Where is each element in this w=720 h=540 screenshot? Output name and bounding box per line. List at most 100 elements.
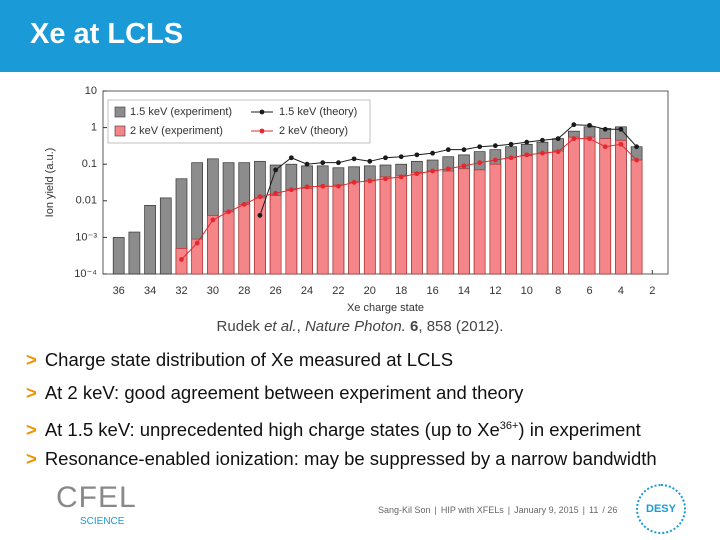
bullet-text: At 2 keV: good agreement between experim… bbox=[44, 382, 524, 403]
bar bbox=[159, 197, 172, 275]
x-tick-label: 2 bbox=[649, 285, 655, 297]
point bbox=[445, 147, 451, 153]
bullet-text: Resonance-enabled ionization: may be sup… bbox=[44, 448, 657, 469]
footer: Sang-Kil Son | HIP with XFELs | January 9, 2… bbox=[378, 505, 621, 515]
point bbox=[257, 194, 263, 200]
point bbox=[540, 150, 545, 156]
y-tick-label: 1 bbox=[91, 122, 97, 134]
footer-item: / 26 bbox=[602, 505, 618, 515]
bullet: > At 1.5 keV: unprecedented high charge s… bbox=[26, 414, 716, 447]
logo-sub: SCIENCE bbox=[80, 516, 125, 527]
bar bbox=[112, 237, 125, 275]
citation: Rudek et al., Nature Photon. 6, 858 (201… bbox=[0, 318, 720, 335]
point bbox=[304, 161, 310, 167]
point bbox=[445, 166, 451, 172]
point bbox=[540, 137, 545, 143]
point bbox=[555, 136, 561, 142]
point bbox=[618, 126, 624, 132]
legend-label: 2 keV (experiment) bbox=[130, 125, 223, 137]
x-tick-label: 24 bbox=[301, 285, 313, 297]
point bbox=[634, 157, 640, 163]
x-tick-label: 20 bbox=[364, 285, 376, 297]
bar bbox=[254, 197, 266, 275]
x-tick-label: 18 bbox=[395, 285, 407, 297]
footer-item: Sang-Kil Son bbox=[378, 505, 431, 515]
bar bbox=[238, 203, 251, 275]
bar bbox=[363, 180, 376, 275]
point bbox=[524, 139, 530, 145]
footer-item: | bbox=[507, 505, 511, 515]
line bbox=[181, 138, 637, 260]
footer-item: | bbox=[582, 505, 585, 515]
bar bbox=[379, 176, 392, 275]
bar bbox=[615, 139, 627, 275]
point bbox=[571, 136, 577, 142]
point bbox=[179, 257, 184, 262]
point bbox=[273, 190, 279, 196]
legend-box bbox=[107, 99, 371, 144]
point bbox=[367, 158, 373, 164]
bullet-sup: 36+ bbox=[499, 420, 519, 432]
legend-swatch bbox=[114, 125, 126, 137]
point bbox=[587, 122, 592, 128]
point bbox=[383, 176, 388, 182]
point bbox=[571, 122, 577, 128]
bar bbox=[301, 187, 313, 275]
x-tick-label: 30 bbox=[207, 285, 219, 297]
citation-part: , 858 (2012). bbox=[418, 318, 504, 335]
bar bbox=[348, 181, 360, 275]
bullets: > Charge state distribution of Xe measure… bbox=[26, 348, 716, 480]
point bbox=[383, 155, 388, 161]
point bbox=[524, 152, 530, 158]
x-tick-label: 8 bbox=[555, 285, 561, 297]
slide-title: Xe at LCLS bbox=[30, 18, 184, 50]
point bbox=[288, 155, 294, 161]
x-tick-label: 32 bbox=[175, 285, 187, 297]
bullet: > Charge state distribution of Xe measure… bbox=[26, 348, 716, 381]
x-tick-label: 16 bbox=[426, 285, 438, 297]
point bbox=[210, 217, 216, 223]
x-tick-label: 36 bbox=[113, 285, 125, 297]
legend-label: 1.5 keV (experiment) bbox=[130, 106, 232, 118]
bar bbox=[552, 150, 564, 275]
x-tick-label: 4 bbox=[618, 285, 624, 297]
point bbox=[492, 157, 498, 163]
point bbox=[257, 212, 263, 218]
bar bbox=[442, 170, 455, 275]
citation-part: Nature Photon. bbox=[304, 318, 406, 335]
x-tick-label: 12 bbox=[489, 285, 501, 297]
bullet-text: ) in experiment bbox=[518, 419, 641, 441]
title-bar bbox=[0, 0, 720, 72]
legend-label: 1.5 keV (theory) bbox=[279, 106, 357, 118]
point bbox=[492, 143, 498, 149]
citation-part: , bbox=[296, 318, 305, 335]
x-tick-label: 6 bbox=[586, 285, 592, 297]
point bbox=[304, 184, 310, 190]
bar bbox=[144, 205, 156, 275]
x-tick-label: 22 bbox=[332, 285, 344, 297]
footer-item: HIP with XFELs bbox=[440, 505, 504, 515]
point bbox=[336, 160, 341, 166]
footer-item: 11 bbox=[588, 505, 599, 515]
point bbox=[398, 174, 404, 180]
point bbox=[194, 240, 200, 246]
bar bbox=[269, 195, 282, 275]
legend-label: 2 keV (theory) bbox=[279, 125, 348, 137]
bullet-marker: > bbox=[26, 382, 37, 403]
bullet-marker: > bbox=[26, 349, 37, 370]
citation-part: 6 bbox=[410, 318, 419, 335]
footer-item: | bbox=[434, 505, 437, 515]
bar bbox=[285, 189, 298, 275]
legend-swatch bbox=[259, 128, 265, 134]
point bbox=[555, 149, 561, 155]
bar bbox=[222, 211, 235, 275]
citation-part: Rudek bbox=[216, 318, 265, 335]
bar bbox=[411, 171, 423, 275]
point bbox=[320, 183, 326, 189]
bullet-text: At 1.5 keV: unprecedented high charge st… bbox=[44, 419, 500, 441]
y-tick-label: 10⁻⁴ bbox=[74, 268, 97, 280]
y-tick-label: 10⁻³ bbox=[75, 231, 97, 243]
bar bbox=[505, 157, 517, 275]
